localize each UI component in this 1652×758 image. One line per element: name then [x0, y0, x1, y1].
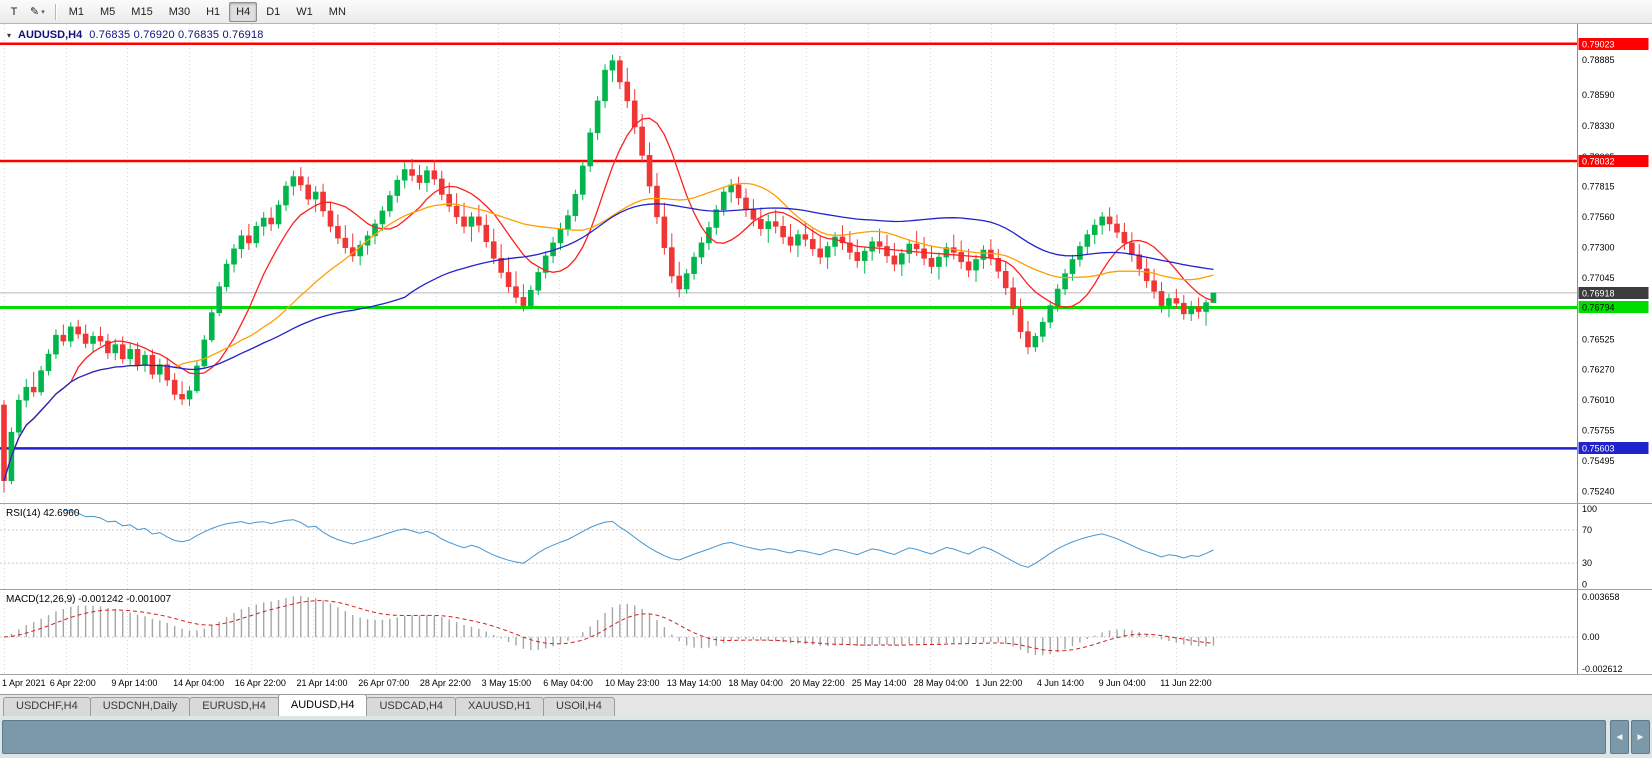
chart-tab-xauusd-h1[interactable]: XAUUSD,H1	[455, 697, 544, 716]
svg-text:25 May 14:00: 25 May 14:00	[852, 678, 907, 688]
svg-text:0.76010: 0.76010	[1582, 395, 1615, 405]
draw-tool-button[interactable]: ✎ ▾	[25, 2, 50, 22]
svg-text:0.77560: 0.77560	[1582, 212, 1615, 222]
rsi-label: RSI(14) 42.6960	[6, 508, 80, 519]
svg-text:1 Apr 2021: 1 Apr 2021	[2, 678, 46, 688]
scrollbar-thumb[interactable]	[2, 720, 1606, 754]
svg-text:0.79023: 0.79023	[1582, 40, 1615, 50]
svg-text:0.77300: 0.77300	[1582, 243, 1615, 253]
chart-canvas[interactable]: 0.788850.785900.783300.780650.778150.775…	[0, 24, 1652, 694]
timeframe-button-h1[interactable]: H1	[206, 5, 221, 18]
svg-text:0.77045: 0.77045	[1582, 273, 1615, 283]
timeframe-button-m5[interactable]: M5	[100, 5, 116, 18]
svg-text:0.00: 0.00	[1582, 632, 1600, 642]
svg-text:26 Apr 07:00: 26 Apr 07:00	[358, 678, 409, 688]
macd-label: MACD(12,26,9) -0.001242 -0.001007	[6, 594, 172, 605]
timeframe-button-m1[interactable]: M1	[68, 5, 85, 18]
svg-text:0.78032: 0.78032	[1582, 157, 1615, 167]
timeframe-button-w1[interactable]: W1	[296, 5, 313, 18]
rsi-panel	[0, 509, 1577, 568]
top-toolbar: T ✎ ▾ M1 M5 M15 M30 H1 H4 D1 W1 MN	[0, 0, 1652, 24]
svg-text:28 Apr 22:00: 28 Apr 22:00	[420, 678, 471, 688]
hlines-layer	[0, 42, 1577, 450]
ma-55-line	[3, 203, 1214, 481]
candles-layer	[1, 54, 1217, 493]
svg-text:0.76794: 0.76794	[1582, 303, 1615, 313]
svg-text:0.78330: 0.78330	[1582, 121, 1615, 131]
svg-text:0.003658: 0.003658	[1582, 592, 1620, 602]
svg-text:16 Apr 22:00: 16 Apr 22:00	[235, 678, 286, 688]
ma-10-line	[3, 117, 1214, 481]
svg-text:6 May 04:00: 6 May 04:00	[543, 678, 593, 688]
symbol-marker-icon: ▾	[7, 30, 12, 40]
svg-text:18 May 04:00: 18 May 04:00	[728, 678, 783, 688]
grid-layer	[4, 24, 1177, 674]
caret-down-icon: ▾	[41, 8, 45, 16]
svg-text:14 Apr 04:00: 14 Apr 04:00	[173, 678, 224, 688]
svg-text:0.78590: 0.78590	[1582, 90, 1615, 100]
svg-text:0.75495: 0.75495	[1582, 456, 1615, 466]
svg-text:0.76270: 0.76270	[1582, 364, 1615, 374]
svg-text:30: 30	[1582, 558, 1592, 568]
scroll-left-button[interactable]: ◄	[1610, 720, 1629, 754]
svg-text:13 May 14:00: 13 May 14:00	[667, 678, 722, 688]
chart-tab-audusd-h4[interactable]: AUDUSD,H4	[277, 694, 368, 716]
symbol-title: AUDUSD,H4	[18, 29, 83, 41]
svg-text:0.76918: 0.76918	[1582, 289, 1615, 299]
price-axis: 0.788850.785900.783300.780650.778150.775…	[0, 24, 1652, 694]
svg-text:20 May 22:00: 20 May 22:00	[790, 678, 845, 688]
chart-tab-usdchf-h4[interactable]: USDCHF,H4	[3, 697, 91, 716]
pointer-tool-button[interactable]: T	[10, 5, 18, 18]
svg-text:0: 0	[1582, 580, 1587, 590]
chart-header: ▾ AUDUSD,H4 0.76835 0.76920 0.76835 0.76…	[7, 29, 264, 41]
svg-text:6 Apr 22:00: 6 Apr 22:00	[50, 678, 96, 688]
timeframe-group: M1 M5 M15 M30 H1 H4 D1 W1 MN	[61, 1, 354, 22]
svg-text:-0.002612: -0.002612	[1582, 664, 1623, 674]
timeframe-button-m30[interactable]: M30	[168, 5, 191, 18]
chart-tab-usdcad-h4[interactable]: USDCAD,H4	[366, 697, 457, 716]
svg-text:9 Jun 04:00: 9 Jun 04:00	[1099, 678, 1146, 688]
svg-text:11 Jun 22:00: 11 Jun 22:00	[1160, 678, 1211, 688]
svg-text:0.77815: 0.77815	[1582, 182, 1615, 192]
svg-text:4 Jun 14:00: 4 Jun 14:00	[1037, 678, 1084, 688]
chart-tab-usdcnh-daily[interactable]: USDCNH,Daily	[89, 697, 191, 716]
toolbar-separator	[54, 3, 56, 20]
svg-text:9 Apr 14:00: 9 Apr 14:00	[111, 678, 157, 688]
chart-tab-eurusd-h4[interactable]: EURUSD,H4	[189, 697, 279, 716]
svg-text:70: 70	[1582, 525, 1592, 535]
chart-tabs-bar: USDCHF,H4 USDCNH,Daily EURUSD,H4 AUDUSD,H4 U…	[0, 694, 1652, 716]
timeframe-button-mn[interactable]: MN	[328, 5, 346, 18]
chart-tab-usoil-h4[interactable]: USOil,H4	[543, 697, 615, 716]
svg-text:0.76525: 0.76525	[1582, 334, 1615, 344]
left-arrow-icon: ◄	[1614, 731, 1625, 743]
svg-text:0.75755: 0.75755	[1582, 425, 1615, 435]
svg-text:0.75603: 0.75603	[1582, 444, 1615, 454]
svg-text:1 Jun 22:00: 1 Jun 22:00	[975, 678, 1022, 688]
ma-24-line	[3, 182, 1214, 481]
svg-text:0.78885: 0.78885	[1582, 55, 1615, 65]
svg-text:10 May 23:00: 10 May 23:00	[605, 678, 660, 688]
ohlc-values: 0.76835 0.76920 0.76835 0.76918	[89, 29, 264, 41]
svg-text:0.75240: 0.75240	[1582, 486, 1615, 496]
macd-panel	[0, 596, 1577, 656]
timeframe-button-d1[interactable]: D1	[266, 5, 281, 18]
svg-text:28 May 04:00: 28 May 04:00	[914, 678, 969, 688]
svg-text:21 Apr 14:00: 21 Apr 14:00	[297, 678, 348, 688]
timeframe-button-h4[interactable]: H4	[229, 1, 258, 22]
horizontal-scrollbar[interactable]: ◄ ►	[0, 716, 1652, 758]
scroll-right-button[interactable]: ►	[1631, 720, 1650, 754]
right-arrow-icon: ►	[1635, 731, 1646, 743]
draw-tool-icon: ✎	[30, 6, 40, 18]
svg-text:100: 100	[1582, 504, 1597, 514]
chart-area: 0.788850.785900.783300.780650.778150.775…	[0, 24, 1652, 694]
svg-text:3 May 15:00: 3 May 15:00	[482, 678, 532, 688]
timeframe-button-m15[interactable]: M15	[131, 5, 153, 18]
time-axis: 1 Apr 2021 6 Apr 22:00 9 Apr 14:00 14 Apr 0…	[2, 678, 1212, 688]
